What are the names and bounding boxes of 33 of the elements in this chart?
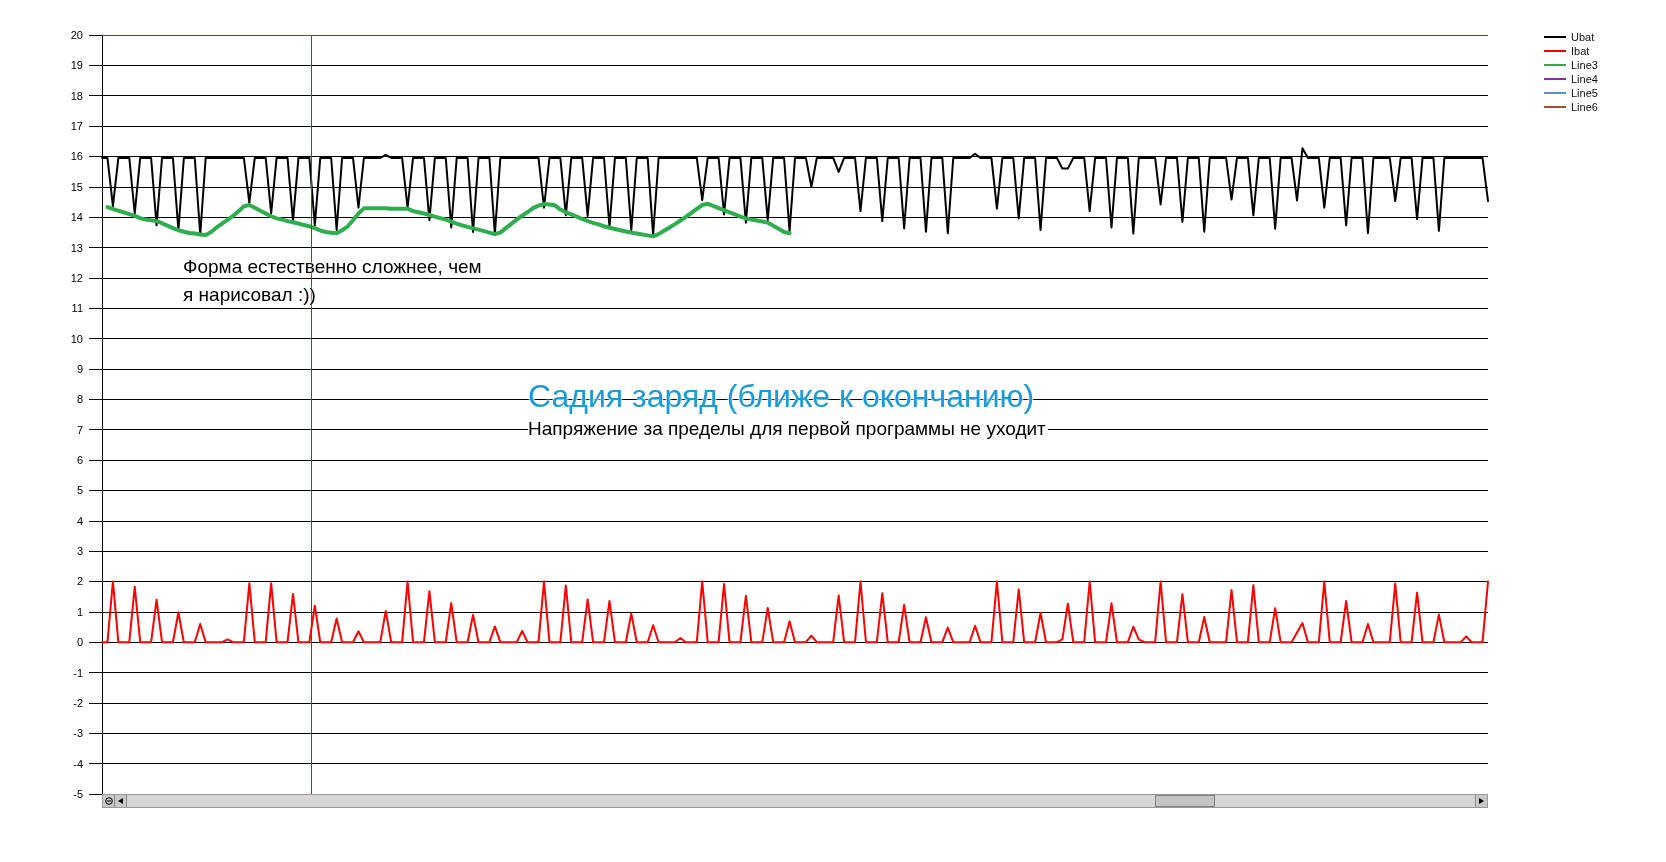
y-tick-label: 7 xyxy=(76,423,83,436)
legend-label: Ibat xyxy=(1571,45,1590,57)
y-tick-label: 8 xyxy=(76,393,83,406)
text: Напряжение за пределы для первой программы не уходит xyxy=(528,418,1048,439)
legend-label: Line3 xyxy=(1571,59,1598,71)
y-tick-label: 1 xyxy=(76,605,83,618)
y-tick-label: 5 xyxy=(76,484,83,497)
y-tick-label: 14 xyxy=(70,211,83,224)
y-tick-label: 19 xyxy=(70,59,83,72)
y-tick-label: -3 xyxy=(73,727,83,740)
y-tick-label: 20 xyxy=(70,29,83,41)
y-tick-label: 17 xyxy=(70,120,83,133)
y-tick-label: -5 xyxy=(73,788,83,800)
y-tick-label: -4 xyxy=(73,757,83,770)
y-tick-label: 3 xyxy=(76,545,83,558)
y-tick-label: 2 xyxy=(76,575,83,588)
y-tick-label: 6 xyxy=(76,454,83,467)
legend-label: Line6 xyxy=(1571,101,1598,113)
y-tick-label: 15 xyxy=(70,180,83,193)
legend-label: Line5 xyxy=(1571,87,1598,99)
y-tick-label: 13 xyxy=(70,241,83,254)
y-tick-label: 11 xyxy=(71,302,83,315)
y-tick-label: 12 xyxy=(70,271,83,284)
y-tick-label: 16 xyxy=(70,150,83,163)
y-tick-label: 18 xyxy=(70,89,83,102)
legend-label: Ubat xyxy=(1571,31,1595,43)
legend-label: Line4 xyxy=(1571,73,1598,85)
y-tick-label: 4 xyxy=(76,514,83,527)
y-tick-label: -1 xyxy=(73,666,83,679)
y-tick-label: 9 xyxy=(76,362,83,375)
y-tick-label: 0 xyxy=(76,636,83,649)
y-tick-label: -2 xyxy=(73,696,83,709)
y-tick-label: 10 xyxy=(70,332,83,345)
